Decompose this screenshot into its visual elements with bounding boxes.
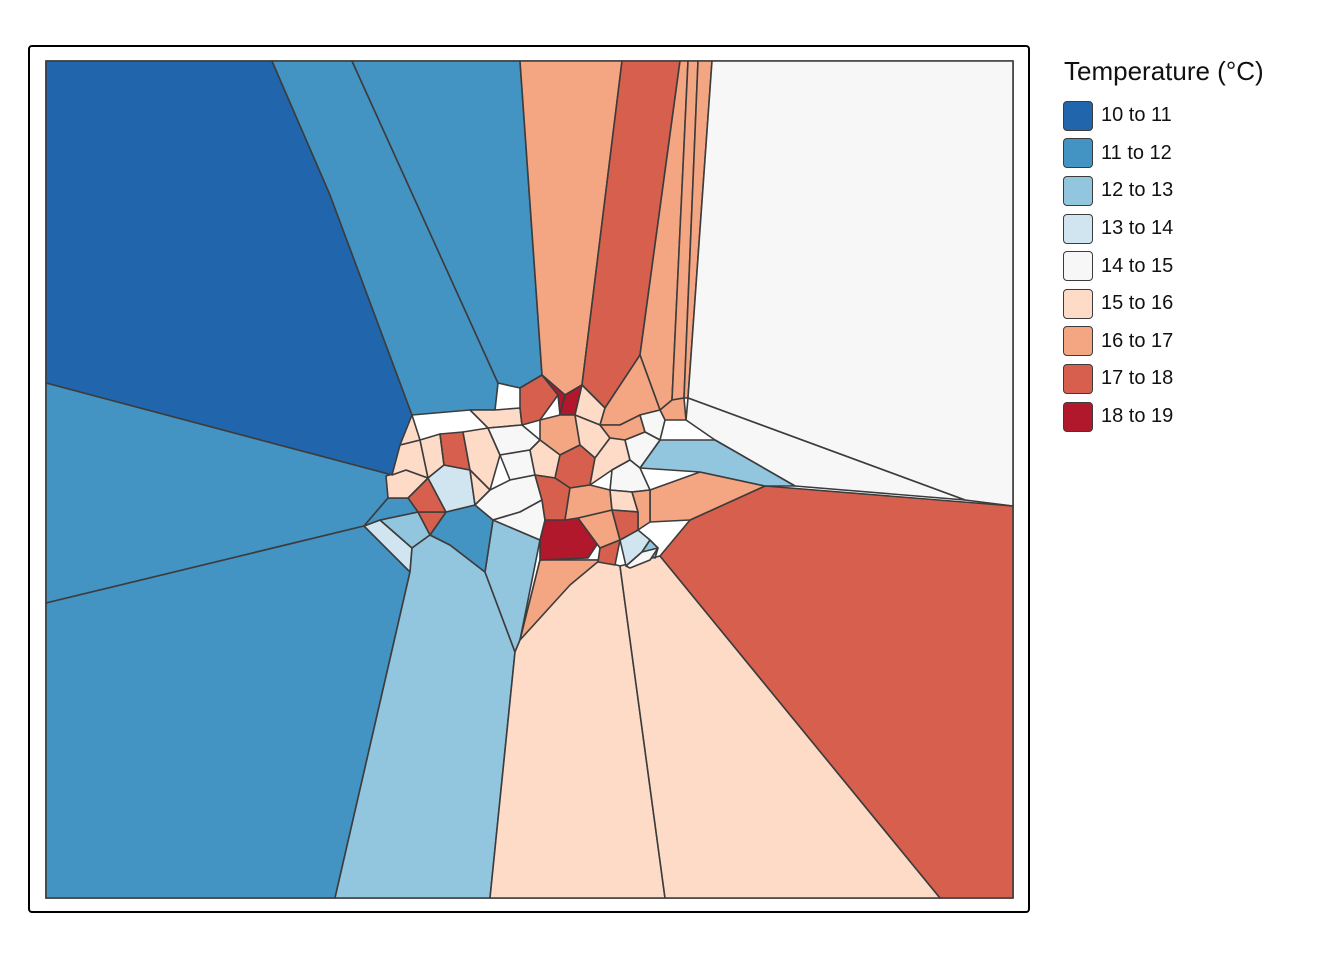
legend-title: Temperature (°C): [1064, 56, 1264, 86]
legend-swatch: [1063, 288, 1093, 319]
voronoi-cell: [624, 431, 661, 469]
legend-swatch: [1063, 175, 1093, 206]
legend-label: 15 to 16: [1101, 292, 1174, 315]
legend-label: 10 to 11: [1101, 104, 1172, 127]
legend-swatch: [1063, 326, 1093, 357]
voronoi-cell: [631, 489, 651, 531]
legend-swatch: [1063, 363, 1093, 394]
legend-label: 18 to 19: [1101, 405, 1174, 428]
legend-label: 13 to 14: [1101, 217, 1174, 240]
legend-item: 11 to 12: [1063, 135, 1323, 173]
legend-item: 12 to 13: [1063, 172, 1323, 210]
legend-item: 13 to 14: [1063, 210, 1323, 248]
legend-item: 14 to 15: [1063, 247, 1323, 285]
legend-swatch: [1063, 100, 1093, 131]
voronoi-cell: [625, 547, 659, 569]
voronoi-cell: [611, 509, 639, 541]
legend-swatch: [1063, 138, 1093, 169]
voronoi-cell: [399, 414, 421, 446]
legend-label: 11 to 12: [1101, 141, 1172, 164]
legend-item: 10 to 11: [1063, 97, 1323, 135]
legend-label: 16 to 17: [1101, 329, 1174, 352]
voronoi-cell: [597, 539, 621, 566]
legend-label: 12 to 13: [1101, 179, 1174, 202]
legend-swatch: [1063, 251, 1093, 282]
legend-label: 14 to 15: [1101, 254, 1174, 277]
legend-item: 16 to 17: [1063, 323, 1323, 361]
legend: Temperature (°C) 10 to 11 11 to 12 12 to 1…: [1063, 56, 1323, 435]
voronoi-cell: [462, 427, 501, 491]
voronoi-cells: [45, 60, 1014, 899]
voronoi-cell: [687, 60, 1014, 507]
legend-label: 17 to 18: [1101, 367, 1174, 390]
legend-item: 17 to 18: [1063, 360, 1323, 398]
legend-swatch: [1063, 213, 1093, 244]
legend-items: 10 to 11 11 to 12 12 to 13 13 to 14 14 to 15…: [1063, 97, 1323, 435]
legend-item: 18 to 19: [1063, 398, 1323, 436]
legend-item: 15 to 16: [1063, 285, 1323, 323]
legend-swatch: [1063, 401, 1093, 432]
